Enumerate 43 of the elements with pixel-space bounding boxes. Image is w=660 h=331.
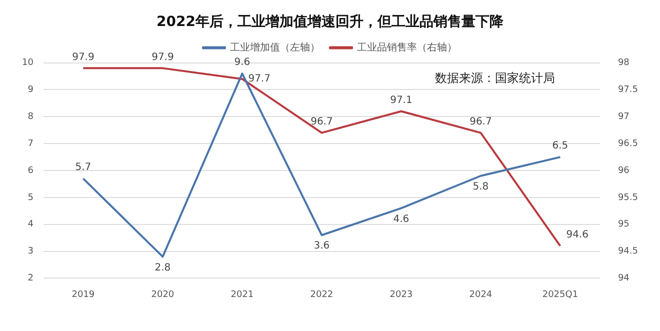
y2-tick-label: 97	[618, 112, 630, 122]
data-label: 96.7	[470, 116, 492, 128]
data-label: 97.1	[390, 94, 412, 106]
y-tick-label: 8	[28, 112, 34, 122]
annotation: 数据来源：国家统计局	[434, 70, 555, 85]
y-tick-label: 4	[28, 220, 34, 230]
x-tick-label: 2020	[151, 290, 174, 300]
chart-title: 2022年后，工业增加值增速回升，但工业品销售量下降	[156, 13, 504, 30]
y-tick-label: 10	[22, 58, 34, 68]
data-label: 97.9	[72, 52, 94, 63]
y2-tick-label: 94	[618, 274, 630, 284]
data-label: 2.8	[154, 262, 171, 274]
y-tick-label: 6	[28, 166, 34, 176]
y2-tick-label: 95	[618, 220, 630, 230]
x-tick-label: 2019	[72, 290, 95, 300]
data-label: 5.8	[472, 181, 489, 192]
x-tick-label: 2025Q1	[542, 290, 578, 300]
data-label: 97.7	[248, 74, 270, 85]
y2-tick-label: 95.5	[618, 192, 638, 203]
y-tick-label: 9	[28, 85, 34, 96]
y2-tick-label: 98	[618, 58, 630, 68]
x-tick-label: 2022	[310, 290, 334, 300]
y-tick-label: 3	[28, 246, 34, 257]
data-label: 96.7	[310, 116, 333, 128]
legend-label: 工业品销售率（右轴）	[357, 41, 457, 54]
y2-tick-label: 96.5	[618, 138, 638, 149]
data-label: 6.5	[552, 140, 568, 152]
x-tick-label: 2023	[390, 290, 413, 300]
data-label: 3.6	[314, 240, 330, 252]
y2-tick-label: 96	[618, 166, 630, 176]
y2-tick-label: 94.5	[618, 246, 638, 257]
data-label: 4.6	[393, 214, 410, 225]
x-tick-label: 2024	[469, 290, 492, 300]
y-tick-label: 2	[28, 274, 34, 284]
y2-tick-label: 97.5	[618, 85, 638, 96]
data-label: 5.7	[75, 162, 92, 174]
legend-label: 工业增加值（左轴）	[230, 41, 320, 54]
x-tick-label: 2021	[230, 290, 254, 300]
y-tick-label: 7	[28, 138, 34, 149]
y-tick-label: 5	[28, 192, 34, 203]
data-label: 94.6	[566, 229, 588, 240]
data-label: 9.6	[234, 57, 250, 68]
data-label: 97.9	[152, 52, 174, 63]
